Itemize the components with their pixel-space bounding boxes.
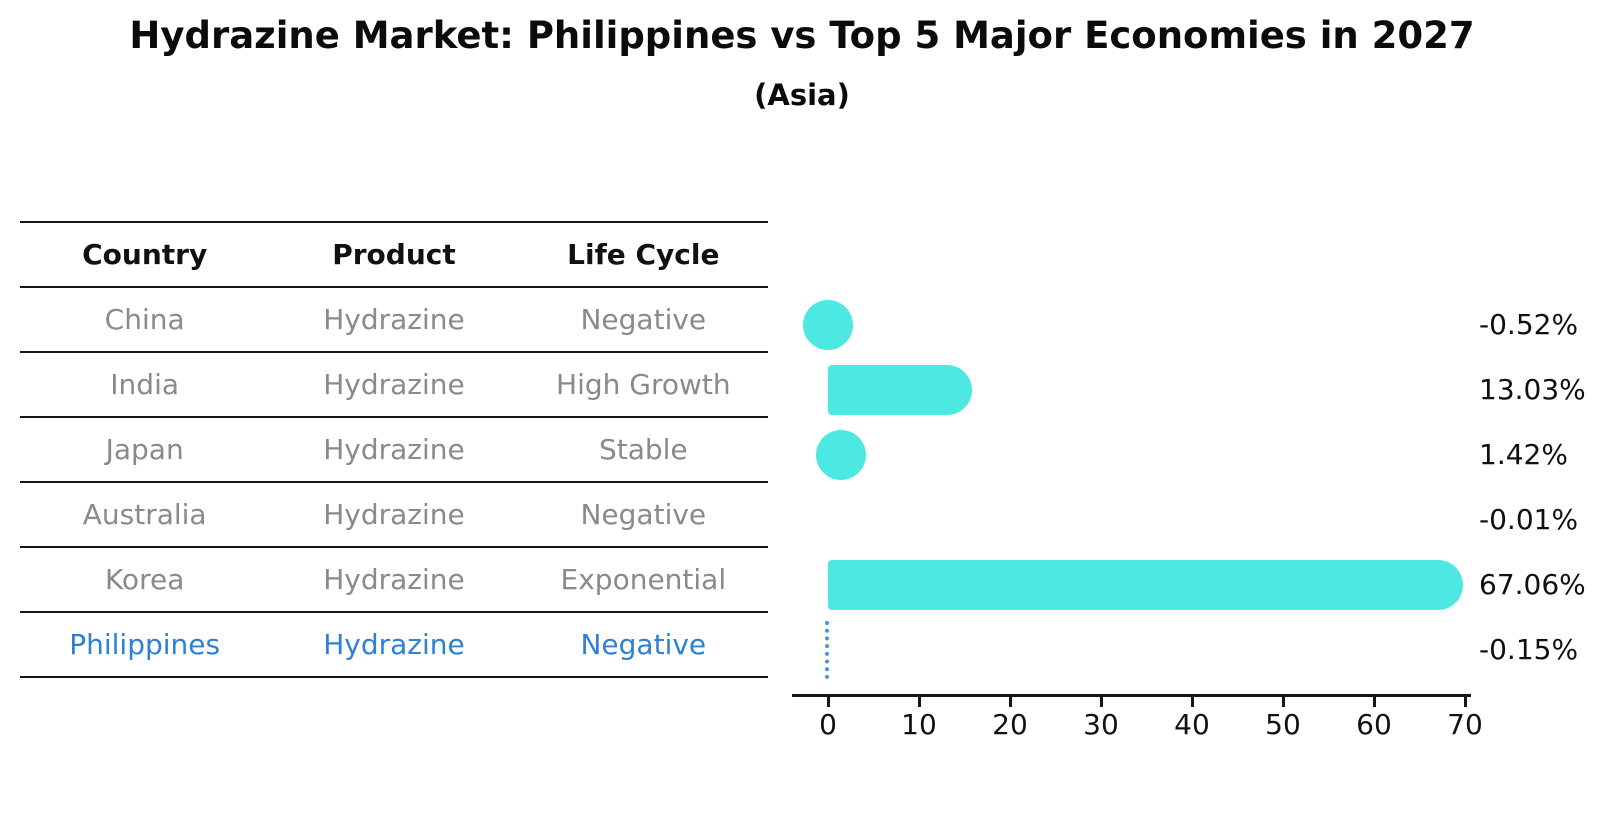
highlight-marker-line [824, 621, 829, 679]
x-axis-tick [1099, 697, 1103, 707]
country-table: Country Product Life Cycle China Hydrazin… [20, 221, 768, 678]
cell-product: Hydrazine [269, 352, 519, 418]
table-row: China Hydrazine Negative [20, 287, 768, 353]
x-axis-tick-label: 60 [1356, 708, 1392, 741]
value-label-china: -0.52% [1479, 308, 1579, 341]
table-row: Australia Hydrazine Negative [20, 482, 768, 548]
value-label-philippines: -0.15% [1479, 633, 1579, 666]
cell-country: Australia [20, 482, 270, 548]
cell-product: Hydrazine [269, 547, 519, 613]
x-axis-tick-label: 30 [1083, 708, 1119, 741]
table-row: India Hydrazine High Growth [20, 352, 768, 418]
x-axis-tick [1190, 697, 1194, 707]
cell-product: Hydrazine [269, 612, 519, 678]
x-axis-tick-label: 10 [901, 708, 937, 741]
cell-product: Hydrazine [269, 417, 519, 483]
table-row: Japan Hydrazine Stable [20, 417, 768, 483]
cell-country: Philippines [20, 612, 270, 678]
x-axis-tick [1463, 697, 1467, 707]
value-label-korea: 67.06% [1479, 568, 1586, 601]
bar-korea [828, 560, 1464, 610]
col-header-country: Country [20, 221, 270, 288]
value-label-india: 13.03% [1479, 373, 1586, 406]
cell-lifecycle: Negative [518, 612, 768, 678]
cell-country: Japan [20, 417, 270, 483]
value-label-japan: 1.42% [1479, 438, 1568, 471]
table-row: Philippines Hydrazine Negative [20, 612, 768, 678]
cell-product: Hydrazine [269, 482, 519, 548]
cell-lifecycle: Negative [518, 287, 768, 353]
cell-lifecycle: High Growth [518, 352, 768, 418]
cell-country: Korea [20, 547, 270, 613]
cell-country: China [20, 287, 270, 353]
x-axis-tick-label: 50 [1265, 708, 1301, 741]
x-axis-tick [826, 697, 830, 707]
cell-lifecycle: Stable [518, 417, 768, 483]
cell-product: Hydrazine [269, 287, 519, 353]
x-axis-tick-label: 0 [819, 708, 837, 741]
x-axis-tick [1281, 697, 1285, 707]
x-axis-tick-label: 20 [992, 708, 1028, 741]
x-axis-tick [1008, 697, 1012, 707]
value-label-australia: -0.01% [1479, 503, 1579, 536]
x-axis-line [792, 694, 1471, 697]
col-header-product: Product [269, 221, 519, 288]
col-header-lifecycle: Life Cycle [518, 221, 768, 288]
cell-country: India [20, 352, 270, 418]
table-row: Korea Hydrazine Exponential [20, 547, 768, 613]
cell-lifecycle: Exponential [518, 547, 768, 613]
x-axis-tick [917, 697, 921, 707]
chart-title: Hydrazine Market: Philippines vs Top 5 M… [129, 14, 1475, 57]
x-axis-tick [1372, 697, 1376, 707]
table-header-row: Country Product Life Cycle [20, 221, 768, 288]
x-axis-tick-label: 70 [1447, 708, 1483, 741]
x-axis-tick-label: 40 [1174, 708, 1210, 741]
cell-lifecycle: Negative [518, 482, 768, 548]
bar-china [803, 300, 853, 350]
bar-india [828, 365, 972, 415]
bar-japan [815, 430, 866, 480]
chart-subtitle: (Asia) [754, 78, 850, 112]
